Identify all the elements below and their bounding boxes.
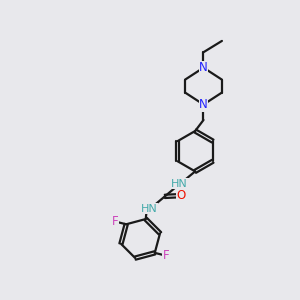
Text: HN: HN xyxy=(171,179,188,189)
Text: O: O xyxy=(177,189,186,202)
Text: N: N xyxy=(199,98,208,111)
Text: HN: HN xyxy=(141,204,158,214)
Text: F: F xyxy=(163,249,169,262)
Text: F: F xyxy=(112,215,118,228)
Text: N: N xyxy=(199,61,208,74)
